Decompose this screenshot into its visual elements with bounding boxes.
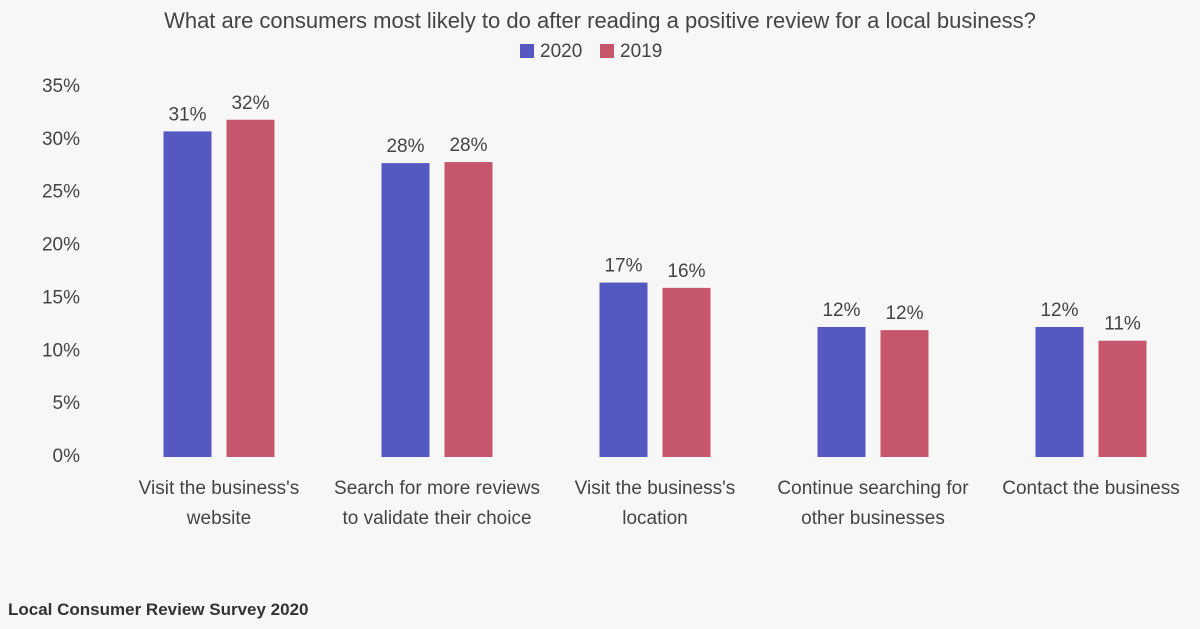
y-tick-label: 35% [42,76,80,97]
x-tick-label: Contact the business [1002,478,1180,499]
bar [1035,326,1084,457]
bar [662,287,711,457]
y-tick-label: 10% [42,340,80,361]
value-label: 12% [822,300,860,321]
bar [1098,340,1147,457]
value-label: 32% [231,93,269,114]
bar [163,131,212,457]
value-label: 28% [386,136,424,157]
bar [880,330,929,457]
bar [226,119,275,458]
chart-title: What are consumers most likely to do aft… [164,8,1036,33]
value-label: 17% [604,256,642,277]
legend-label: 2019 [620,41,662,62]
value-label: 28% [449,135,487,156]
bar [599,282,648,457]
bar [381,163,430,457]
y-tick-label: 0% [53,446,81,467]
value-label: 16% [667,261,705,282]
y-tick-label: 5% [53,393,81,414]
legend-swatch [520,44,534,58]
y-tick-label: 15% [42,287,80,308]
legend-swatch [600,44,614,58]
value-label: 31% [168,104,206,125]
value-label: 11% [1104,314,1141,335]
x-tick-label: Search for more reviews to validate thei… [334,478,540,529]
bar [444,162,493,458]
y-tick-label: 30% [42,129,80,150]
y-tick-label: 25% [42,182,80,203]
x-tick-label: Continue searching for other businesses [777,478,969,529]
x-tick-label: Visit the business's website [138,478,300,529]
source-note: Local Consumer Review Survey 2020 [8,600,309,619]
value-label: 12% [885,303,923,324]
legend-label: 2020 [540,41,582,62]
y-tick-label: 20% [42,235,80,256]
value-label: 12% [1040,300,1078,321]
x-tick-label: Visit the business's location [574,478,736,529]
bar [817,326,866,457]
